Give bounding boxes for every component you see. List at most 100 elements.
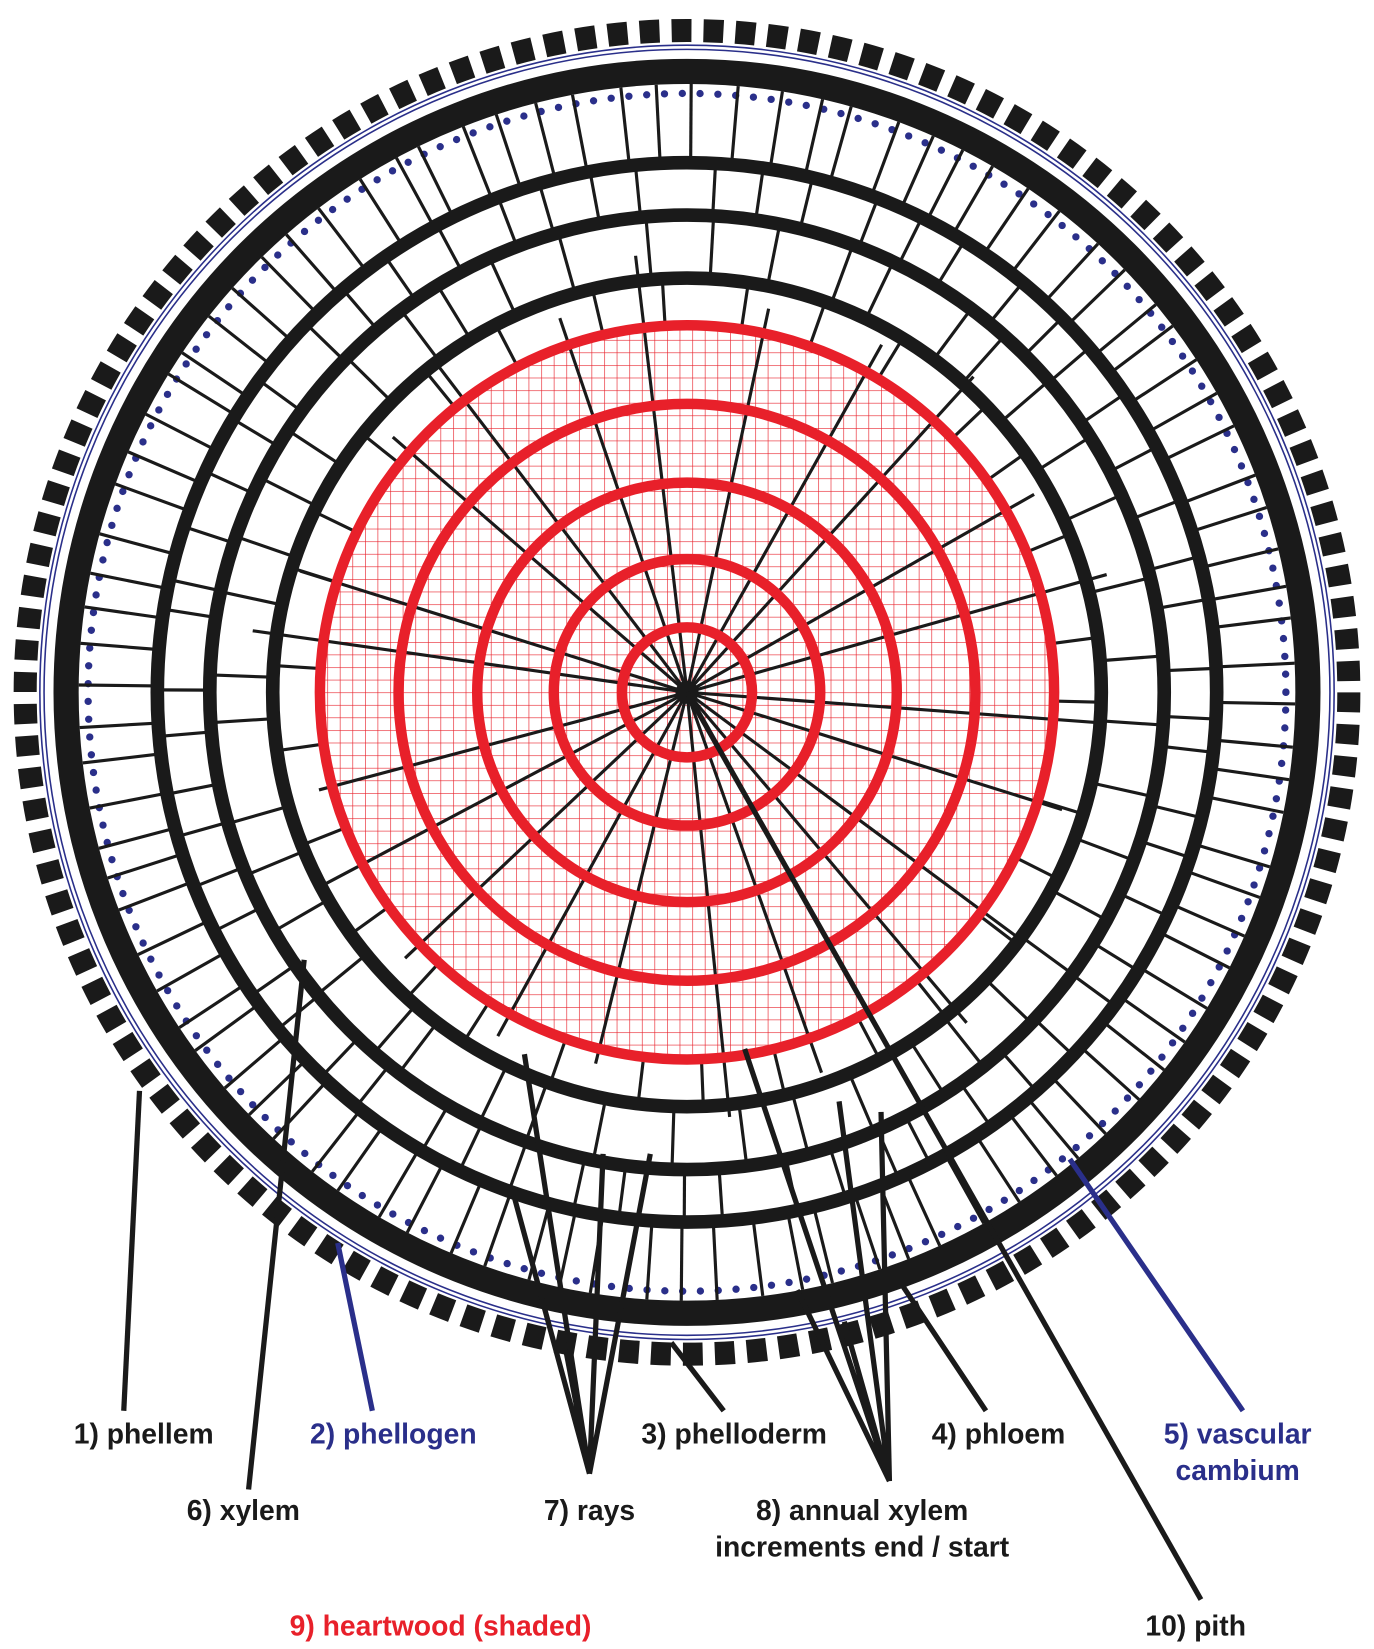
ray <box>211 906 262 934</box>
ray <box>951 165 994 236</box>
ray <box>231 287 293 342</box>
ray <box>137 919 210 956</box>
ray <box>571 1158 587 1213</box>
ray <box>118 880 193 912</box>
ray <box>164 782 219 797</box>
ray <box>1129 358 1198 405</box>
ray <box>1048 345 1092 384</box>
ray <box>249 963 297 998</box>
ray <box>1171 903 1245 938</box>
ray <box>285 233 340 295</box>
ray <box>303 321 346 362</box>
ray <box>644 214 653 280</box>
ray <box>145 412 217 452</box>
ray <box>114 482 190 513</box>
ray <box>1043 242 1100 303</box>
label: 2) phellogen <box>310 1417 477 1449</box>
ray <box>679 1221 684 1301</box>
ray <box>256 377 303 413</box>
ray <box>1007 1112 1058 1177</box>
ray <box>534 102 557 180</box>
heartwood-ring <box>393 398 981 987</box>
ray <box>225 804 290 826</box>
ray <box>1181 473 1256 505</box>
ray <box>1185 869 1261 899</box>
ray <box>1090 781 1156 799</box>
ray <box>477 1064 509 1125</box>
ray <box>1139 839 1193 860</box>
ray <box>944 1153 986 1225</box>
ray <box>191 866 244 890</box>
ray <box>483 1191 513 1267</box>
ray <box>619 87 631 166</box>
growth-rings <box>150 155 1224 1229</box>
ray <box>271 898 330 934</box>
leader <box>121 1090 143 1411</box>
ray <box>398 307 441 362</box>
ray <box>633 162 643 218</box>
phelloderm <box>53 58 1321 1326</box>
ray <box>1050 1075 1107 1135</box>
ray <box>1099 654 1166 663</box>
ray <box>847 1072 877 1134</box>
ray <box>975 1135 1021 1203</box>
ray <box>1009 210 1061 275</box>
ray <box>435 282 472 340</box>
ray <box>1101 1019 1165 1072</box>
ray <box>730 86 740 165</box>
ray <box>449 1179 484 1254</box>
ray <box>853 1194 882 1270</box>
ray <box>942 1016 986 1070</box>
ray <box>1079 1045 1141 1101</box>
ray <box>1216 700 1296 706</box>
ray <box>999 378 1052 424</box>
ray <box>864 259 896 320</box>
ray <box>396 1021 439 1076</box>
ray <box>394 157 436 228</box>
ray <box>1020 935 1075 977</box>
ray <box>84 605 163 620</box>
ray <box>80 641 160 652</box>
ray <box>925 149 965 221</box>
ray <box>207 673 274 679</box>
ray <box>1210 766 1290 782</box>
ray <box>591 1098 608 1163</box>
ray <box>798 175 815 230</box>
ray <box>1156 597 1211 610</box>
ray <box>405 1161 445 1234</box>
ray <box>208 717 274 725</box>
ray <box>336 1125 385 1192</box>
ray <box>556 230 577 294</box>
heartwood-ring <box>314 320 1060 1065</box>
ray <box>207 314 272 367</box>
ray <box>899 135 935 209</box>
ray <box>1138 966 1208 1010</box>
ray <box>689 84 693 163</box>
ray <box>107 852 184 880</box>
leader <box>511 1053 653 1475</box>
ray <box>1033 1018 1076 1058</box>
ray <box>961 333 1007 384</box>
leader <box>335 1242 375 1412</box>
pith <box>675 680 699 704</box>
ray <box>354 1064 391 1109</box>
ray <box>1208 584 1287 602</box>
ray <box>260 256 318 315</box>
ray <box>1118 892 1170 919</box>
ray <box>358 178 404 247</box>
ray <box>1108 324 1174 375</box>
ray <box>1088 575 1153 595</box>
ray <box>829 242 856 305</box>
ray <box>1063 492 1124 523</box>
ray <box>904 1115 933 1166</box>
ray <box>174 820 229 839</box>
ray <box>258 475 318 508</box>
ray <box>1150 803 1205 820</box>
ray <box>1147 391 1218 434</box>
ray <box>905 1173 942 1247</box>
ray <box>645 1220 654 1300</box>
ray <box>617 1165 628 1220</box>
ray <box>1074 836 1137 863</box>
ray <box>218 589 283 607</box>
ray <box>537 181 556 235</box>
